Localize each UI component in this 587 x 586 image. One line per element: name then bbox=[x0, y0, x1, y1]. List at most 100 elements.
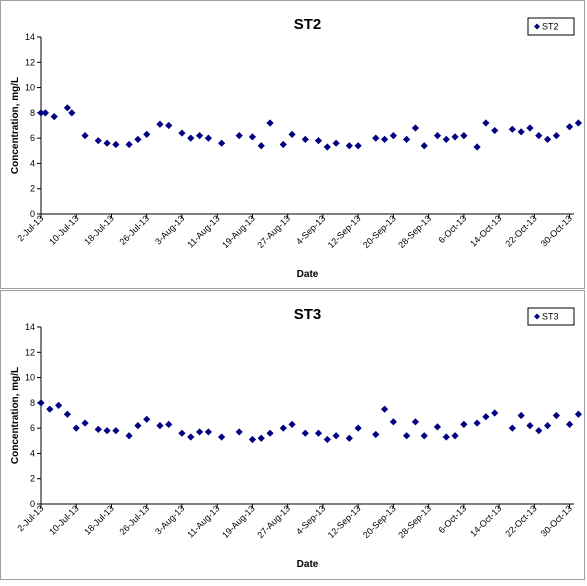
data-point bbox=[491, 409, 499, 417]
data-point bbox=[543, 422, 552, 430]
chart-panel-st3: ST3 Concentration, mg/L Date 0 2 4 6 8 10 12 14 2-J… bbox=[0, 290, 585, 580]
data-point bbox=[68, 109, 76, 117]
data-point bbox=[460, 132, 468, 140]
data-point bbox=[433, 423, 442, 431]
x-tick-label: 6-Oct-13 bbox=[436, 213, 468, 245]
x-tick-label: 3-Aug-13 bbox=[153, 503, 186, 536]
data-point bbox=[125, 432, 133, 440]
x-tick-label: 11-Aug-13 bbox=[185, 213, 221, 249]
x-tick-label: 27-Aug-13 bbox=[255, 503, 292, 540]
y-tick-label: 4 bbox=[30, 158, 35, 168]
data-point bbox=[72, 424, 80, 432]
data-point bbox=[460, 420, 468, 428]
data-point bbox=[451, 133, 459, 141]
data-point bbox=[288, 420, 296, 428]
data-point bbox=[37, 109, 45, 117]
data-point bbox=[204, 134, 212, 142]
legend-marker bbox=[534, 313, 540, 320]
data-point bbox=[204, 428, 212, 436]
data-point bbox=[473, 143, 481, 151]
y-tick-label: 14 bbox=[25, 322, 35, 332]
data-point bbox=[195, 428, 204, 436]
data-point bbox=[279, 424, 287, 432]
data-point bbox=[257, 434, 265, 442]
data-point bbox=[565, 123, 574, 131]
data-point bbox=[81, 419, 89, 427]
chart-title: ST2 bbox=[294, 16, 322, 33]
data-point bbox=[354, 424, 362, 432]
data-point bbox=[482, 119, 490, 127]
data-point bbox=[552, 132, 560, 140]
data-point bbox=[420, 432, 428, 440]
data-point bbox=[112, 140, 120, 149]
data-point bbox=[279, 140, 287, 149]
data-point bbox=[125, 140, 133, 149]
data-point bbox=[354, 142, 362, 150]
legend: ST3 bbox=[527, 307, 575, 326]
x-tick-label: 19-Aug-13 bbox=[220, 213, 257, 250]
x-tick-label: 12-Sep-13 bbox=[326, 213, 363, 250]
data-point bbox=[380, 405, 389, 413]
data-point bbox=[81, 132, 89, 140]
data-point bbox=[248, 133, 257, 141]
y-tick-label: 0 bbox=[30, 209, 35, 219]
data-point bbox=[266, 429, 274, 437]
data-point bbox=[403, 135, 411, 144]
data-point bbox=[165, 420, 173, 428]
data-point bbox=[565, 420, 574, 428]
y-tick-label: 8 bbox=[30, 398, 35, 408]
data-point bbox=[517, 128, 525, 136]
data-point bbox=[535, 132, 543, 140]
data-point bbox=[372, 134, 380, 142]
data-point bbox=[165, 121, 173, 130]
data-point bbox=[420, 142, 428, 150]
data-point bbox=[574, 410, 583, 418]
data-point bbox=[134, 135, 142, 144]
x-tick-label: 26-Jul-13 bbox=[118, 503, 152, 537]
data-point bbox=[50, 113, 58, 121]
data-point bbox=[517, 411, 525, 420]
data-point bbox=[543, 135, 552, 144]
x-tick-label: 20-Sep-13 bbox=[361, 503, 398, 540]
data-point bbox=[195, 132, 204, 140]
data-point bbox=[411, 124, 420, 132]
data-point bbox=[37, 399, 45, 407]
data-point bbox=[235, 428, 243, 436]
x-tick-label: 28-Sep-13 bbox=[396, 213, 433, 250]
data-point bbox=[473, 419, 481, 427]
data-point bbox=[372, 430, 380, 439]
legend-marker bbox=[534, 23, 540, 30]
data-point bbox=[63, 410, 72, 418]
data-point bbox=[257, 142, 265, 150]
data-point bbox=[442, 135, 450, 144]
x-tick-label: 19-Aug-13 bbox=[220, 503, 257, 540]
legend-box bbox=[527, 307, 575, 326]
x-tick-label: 18-Jul-13 bbox=[82, 503, 116, 537]
data-point bbox=[323, 143, 331, 151]
x-tick-label: 6-Oct-13 bbox=[436, 503, 468, 535]
data-point bbox=[103, 427, 111, 435]
x-tick-label: 4-Sep-13 bbox=[294, 503, 327, 536]
data-point bbox=[389, 132, 397, 140]
data-point bbox=[156, 120, 164, 128]
x-tick-label: 3-Aug-13 bbox=[153, 213, 186, 246]
data-point bbox=[433, 132, 442, 140]
x-tick-label: 30-Oct-13 bbox=[539, 503, 574, 538]
data-point bbox=[482, 413, 490, 421]
data-point bbox=[266, 119, 274, 127]
x-tick-label: 28-Sep-13 bbox=[396, 503, 433, 540]
data-point bbox=[143, 130, 151, 138]
data-point bbox=[345, 434, 353, 442]
data-point bbox=[301, 429, 309, 437]
data-point bbox=[389, 418, 397, 426]
x-tick-label: 11-Aug-13 bbox=[185, 503, 221, 539]
y-tick-label: 4 bbox=[30, 448, 35, 458]
data-point bbox=[41, 109, 50, 117]
y-tick-label: 0 bbox=[30, 499, 35, 509]
y-tick-label: 2 bbox=[30, 184, 35, 194]
y-tick-label: 6 bbox=[30, 133, 35, 143]
y-tick-label: 8 bbox=[30, 108, 35, 118]
chart-title: ST3 bbox=[294, 306, 322, 323]
